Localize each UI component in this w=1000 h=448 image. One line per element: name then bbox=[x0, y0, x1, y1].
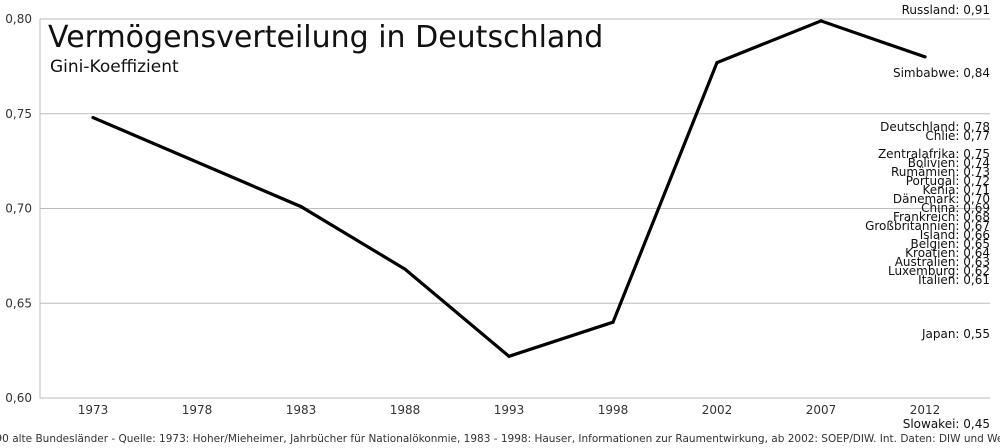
x-tick-label: 1998 bbox=[598, 403, 629, 417]
comparison-label: Großbritannien: 0,67 bbox=[865, 219, 990, 233]
series-layer bbox=[91, 19, 927, 359]
x-tick-label: 2007 bbox=[806, 403, 837, 417]
data-point bbox=[611, 320, 615, 324]
comparison-label: Simbabwe: 0,84 bbox=[893, 66, 990, 80]
comparison-label: Luxemburg: 0,62 bbox=[888, 264, 990, 278]
x-tick-label: 2012 bbox=[910, 403, 941, 417]
comparison-label: Italien: 0,61 bbox=[918, 273, 990, 287]
comparison-label: Island: 0,66 bbox=[920, 228, 990, 242]
comparison-label: Dänemark: 0,70 bbox=[893, 192, 990, 206]
comparison-label: Bolivien: 0,74 bbox=[908, 156, 990, 170]
x-tick-label: 1988 bbox=[390, 403, 421, 417]
data-point bbox=[923, 55, 927, 59]
comparison-label: Slowakei: 0,45 bbox=[903, 417, 990, 431]
data-point bbox=[403, 267, 407, 271]
x-axis-ticks: 1973 1978 1983 1988 1993 1998 2002 2007 2012 bbox=[78, 403, 941, 417]
chart-title: Vermögensverteilung in Deutschland bbox=[48, 20, 603, 55]
x-tick-label: 2002 bbox=[702, 403, 733, 417]
y-tick-label: 0,60 bbox=[5, 391, 32, 405]
y-tick-label: 0,75 bbox=[5, 107, 32, 121]
comparison-label: Chlie: 0,77 bbox=[925, 129, 990, 143]
comparison-label: Portugal: 0,72 bbox=[906, 174, 990, 188]
y-tick-label: 0,65 bbox=[5, 296, 32, 310]
x-tick-label: 1978 bbox=[182, 403, 213, 417]
comparison-label: Zentralafrika: 0,75 bbox=[878, 147, 990, 161]
comparison-label: Belgien: 0,65 bbox=[911, 237, 990, 251]
x-tick-label: 1973 bbox=[78, 403, 109, 417]
data-point bbox=[91, 115, 95, 120]
y-tick-label: 0,70 bbox=[5, 202, 32, 216]
source-footnote: bis 1990 alte Bundesländer - Quelle: 197… bbox=[0, 433, 1000, 445]
comparison-label: Deutschland: 0,78 bbox=[880, 120, 990, 134]
comparison-label: Rumämien: 0.73 bbox=[891, 165, 990, 179]
x-tick-label: 1983 bbox=[286, 403, 317, 417]
series-line bbox=[92, 19, 926, 359]
comparison-label: Japan: 0,55 bbox=[921, 327, 990, 341]
comparison-label: Russland: 0,91 bbox=[902, 3, 990, 17]
x-tick-label: 1993 bbox=[494, 403, 525, 417]
data-point bbox=[819, 19, 823, 23]
comparison-label: Frankreich: 0,68 bbox=[893, 210, 990, 224]
gridlines bbox=[39, 18, 990, 399]
comparison-label: China: 0,69 bbox=[921, 201, 990, 215]
comparison-label: Australien: 0,63 bbox=[895, 255, 990, 269]
data-point bbox=[299, 205, 303, 209]
comparison-label: Kenia: 0,71 bbox=[922, 183, 990, 197]
country-comparison-labels: Russland: 0,91 Simbabwe: 0,84 Deutschland:… bbox=[865, 3, 990, 431]
y-tick-label: 0,80 bbox=[5, 12, 32, 26]
data-point bbox=[715, 60, 719, 65]
data-point bbox=[507, 354, 511, 358]
y-axis-ticks: 0,60 0,65 0,70 0,75 0,80 bbox=[5, 12, 32, 405]
chart-subtitle: Gini-Koeffizient bbox=[50, 57, 179, 77]
comparison-label: Kroatien: 0,64 bbox=[905, 246, 990, 260]
